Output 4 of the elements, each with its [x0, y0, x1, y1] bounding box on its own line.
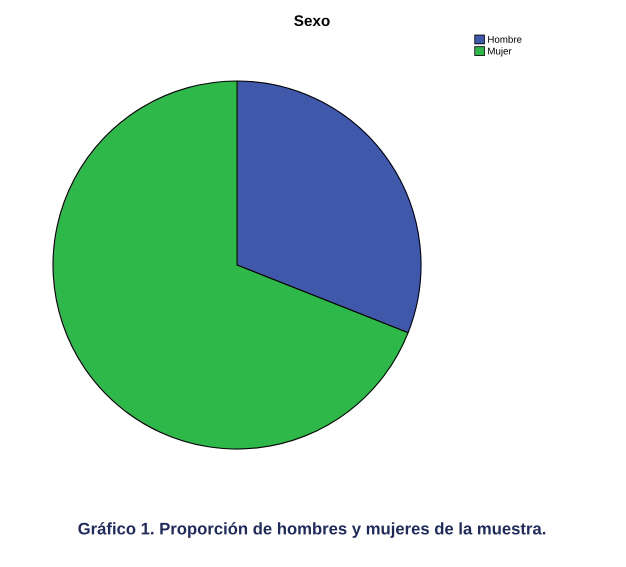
text: Gráfico 1. Proporción de hombres y mujeres de la muestra. — [78, 522, 546, 538]
chart-title: Sexo — [294, 15, 330, 26]
legend-label: Hombre — [488, 36, 522, 43]
legend-label: Mujer — [488, 47, 512, 56]
